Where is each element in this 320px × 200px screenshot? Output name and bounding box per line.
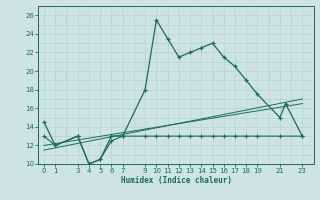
X-axis label: Humidex (Indice chaleur): Humidex (Indice chaleur) [121,176,231,185]
